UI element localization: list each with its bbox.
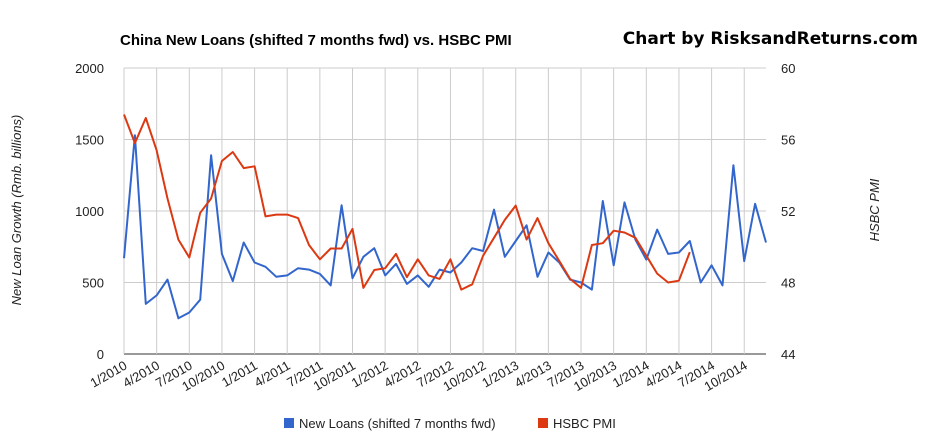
series-line-hsbc-pmi xyxy=(123,114,691,291)
x-tick-label: 1/2010 xyxy=(88,358,130,391)
y2-tick-label: 52 xyxy=(781,204,795,219)
legend-swatch-hsbc-pmi xyxy=(538,418,548,428)
x-tick-label: 4/2011 xyxy=(252,358,293,390)
y-tick-label: 2000 xyxy=(75,61,104,76)
series-lines xyxy=(123,114,767,320)
x-tick-label: 4/2010 xyxy=(120,358,162,391)
y-tick-label: 500 xyxy=(82,276,104,291)
gridlines xyxy=(123,67,766,355)
x-tick-label: 1/2012 xyxy=(349,358,391,391)
watermark-text: Chart by RisksandReturns.com xyxy=(623,29,918,49)
legend-label-new-loans: New Loans (shifted 7 months fwd) xyxy=(299,416,496,431)
y2-tick-label: 48 xyxy=(781,276,795,291)
x-tick-label: 1/2011 xyxy=(219,358,260,390)
x-tick-label: 4/2012 xyxy=(381,358,423,391)
x-tick-label: 1/2014 xyxy=(610,358,652,391)
legend-swatch-new-loans xyxy=(284,418,294,428)
y2-tick-label: 44 xyxy=(781,347,795,362)
axes: 050010001500200044485256601/20104/20107/… xyxy=(75,61,795,394)
y-axis-label: New Loan Growth (Rmb. billions) xyxy=(9,115,24,306)
x-tick-label: 4/2014 xyxy=(643,358,685,391)
y-tick-label: 0 xyxy=(97,347,104,362)
y2-axis-label: HSBC PMI xyxy=(867,178,882,241)
legend-label-hsbc-pmi: HSBC PMI xyxy=(553,416,616,431)
x-tick-label: 1/2013 xyxy=(479,358,521,391)
y-tick-label: 1000 xyxy=(75,204,104,219)
series-line-new-loans xyxy=(123,134,767,320)
y2-tick-label: 56 xyxy=(781,133,795,148)
chart-title: China New Loans (shifted 7 months fwd) v… xyxy=(120,32,512,49)
y2-tick-label: 60 xyxy=(781,61,795,76)
y-tick-label: 1500 xyxy=(75,133,104,148)
legend: New Loans (shifted 7 months fwd) HSBC PM… xyxy=(284,416,616,431)
x-tick-label: 4/2013 xyxy=(512,358,554,391)
